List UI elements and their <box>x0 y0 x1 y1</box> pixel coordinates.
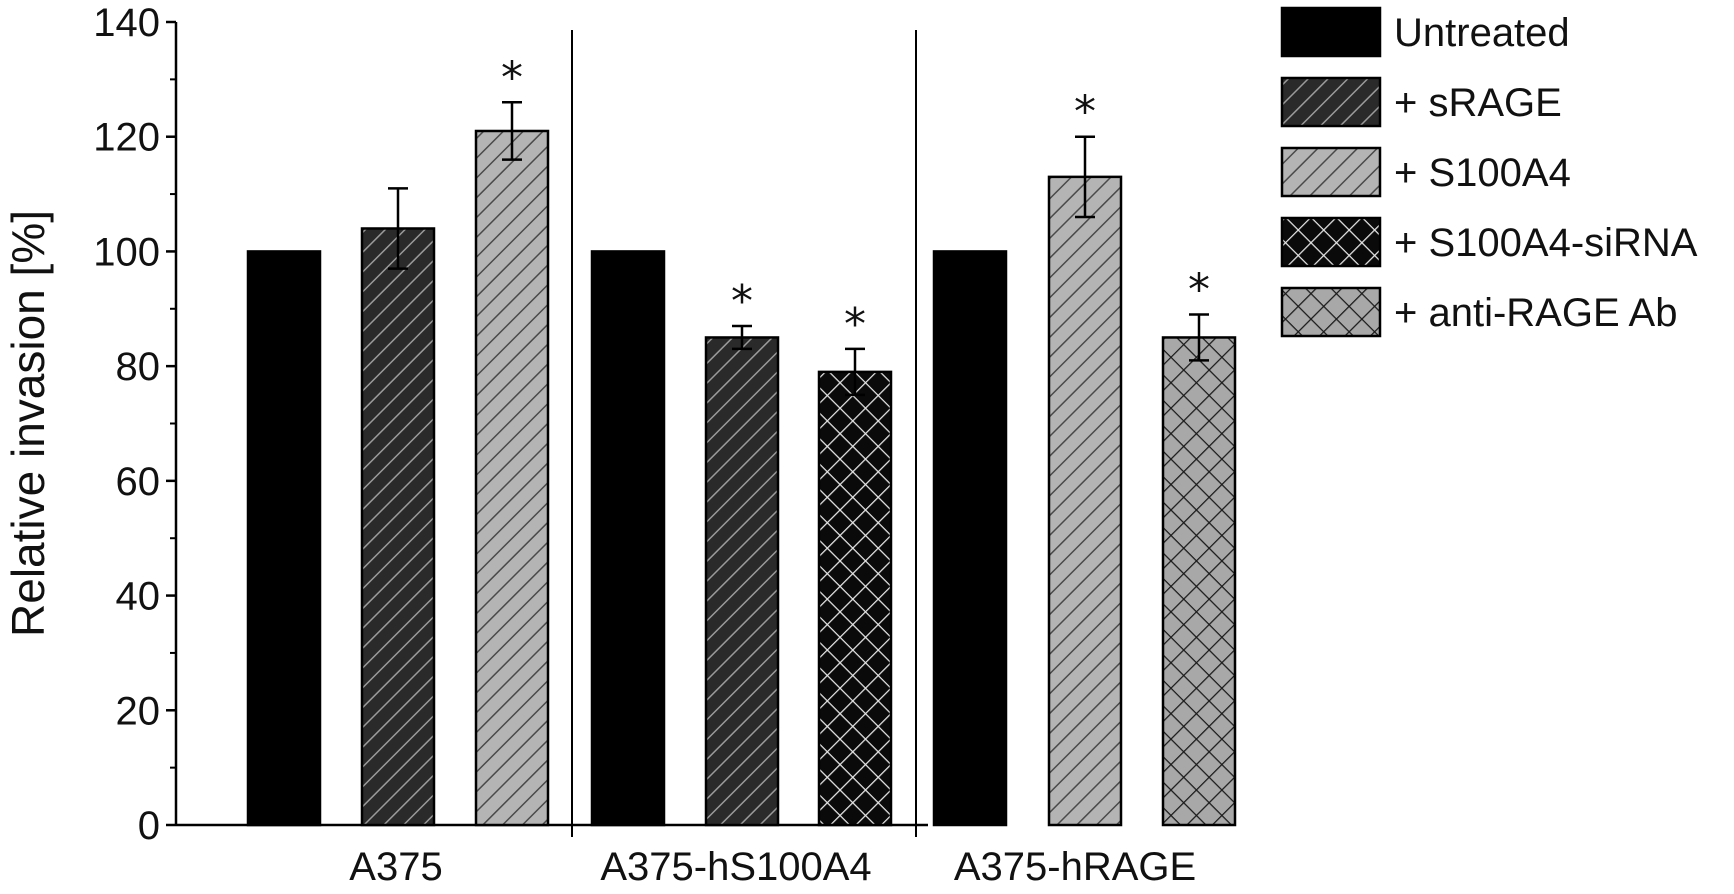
y-tick-label: 120 <box>93 116 160 160</box>
bar <box>932 250 1008 827</box>
legend-swatch <box>1280 76 1382 128</box>
bar <box>246 250 322 827</box>
significance-marker: * <box>844 299 866 350</box>
bar <box>360 227 436 827</box>
y-tick-label: 80 <box>116 345 161 389</box>
x-group-label: A375-hS100A4 <box>600 845 871 889</box>
y-tick-label: 40 <box>116 575 161 619</box>
legend-swatch <box>1280 216 1382 268</box>
axes: 0 20 40 60 80 100 120 140 Relative invasion [%] A… <box>2 1 1196 889</box>
bars: * * * * * <box>246 52 1237 827</box>
significance-marker: * <box>1188 265 1210 316</box>
legend-label: + S100A4 <box>1394 151 1571 195</box>
bar <box>817 370 893 827</box>
y-tick-label: 20 <box>116 689 161 733</box>
legend-swatch <box>1280 146 1382 198</box>
legend-label: + S100A4-siRNA <box>1394 221 1698 265</box>
bar <box>1161 336 1237 827</box>
legend-label: + sRAGE <box>1394 81 1562 125</box>
legend-swatch <box>1280 6 1382 58</box>
x-group-label: A375-hRAGE <box>954 845 1196 889</box>
legend-label: Untreated <box>1394 11 1570 55</box>
legend-swatch <box>1280 286 1382 338</box>
y-tick-label: 60 <box>116 460 161 504</box>
significance-marker: * <box>1074 87 1096 138</box>
bar <box>1047 175 1123 827</box>
x-group-label: A375 <box>349 845 442 889</box>
legend-label: + anti-RAGE Ab <box>1394 291 1677 335</box>
y-axis-title: Relative invasion [%] <box>2 210 54 637</box>
y-tick-label: 140 <box>93 1 160 45</box>
legend: Untreated + sRAGE + S100A4 + S100A4-siRNA + … <box>1280 6 1698 338</box>
significance-marker: * <box>731 276 753 327</box>
bar <box>474 129 550 827</box>
bar <box>704 336 780 827</box>
significance-marker: * <box>501 52 523 103</box>
bar <box>590 250 666 827</box>
y-tick-label: 0 <box>138 804 160 848</box>
y-tick-label: 100 <box>93 230 160 274</box>
